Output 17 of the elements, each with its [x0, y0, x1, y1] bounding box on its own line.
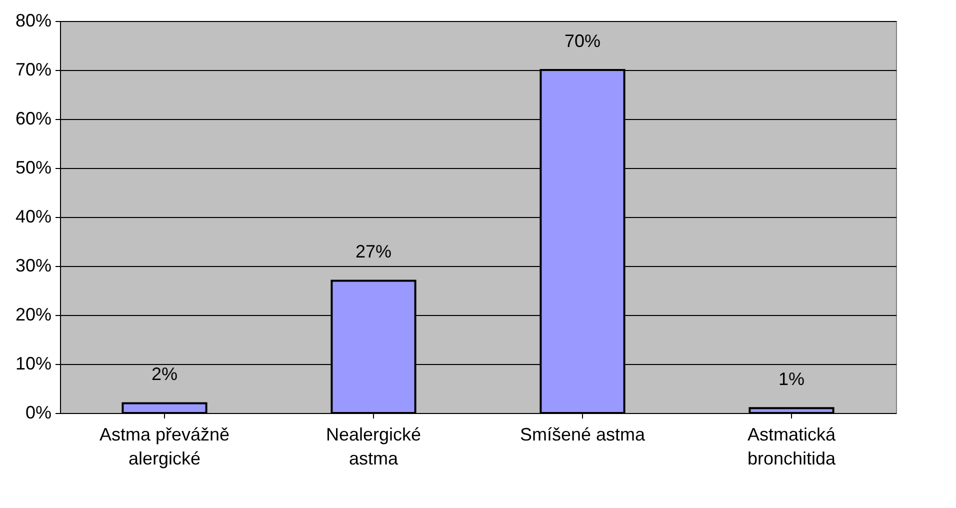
x-tick-label: Astma převážně alergické	[99, 424, 230, 468]
y-tick-label: 0%	[25, 402, 52, 422]
y-tick-label: 50%	[15, 158, 52, 178]
data-label: 27%	[355, 242, 392, 262]
y-tick-label: 60%	[15, 108, 52, 128]
x-tick-label: Nealergické astma	[326, 424, 422, 468]
y-tick-label: 20%	[15, 304, 52, 324]
y-tick-label: 10%	[15, 354, 52, 374]
x-tick-label: Smíšené astma	[520, 424, 646, 444]
y-tick-label: 40%	[15, 206, 52, 226]
data-label: 2%	[151, 364, 178, 384]
x-tick-label: Astmatická bronchitida	[747, 424, 837, 468]
y-tick-label: 30%	[15, 256, 52, 276]
y-tick-label: 80%	[15, 10, 52, 30]
data-label: 1%	[778, 369, 805, 390]
y-tick-label: 70%	[15, 60, 52, 80]
data-label: 70%	[564, 31, 601, 51]
